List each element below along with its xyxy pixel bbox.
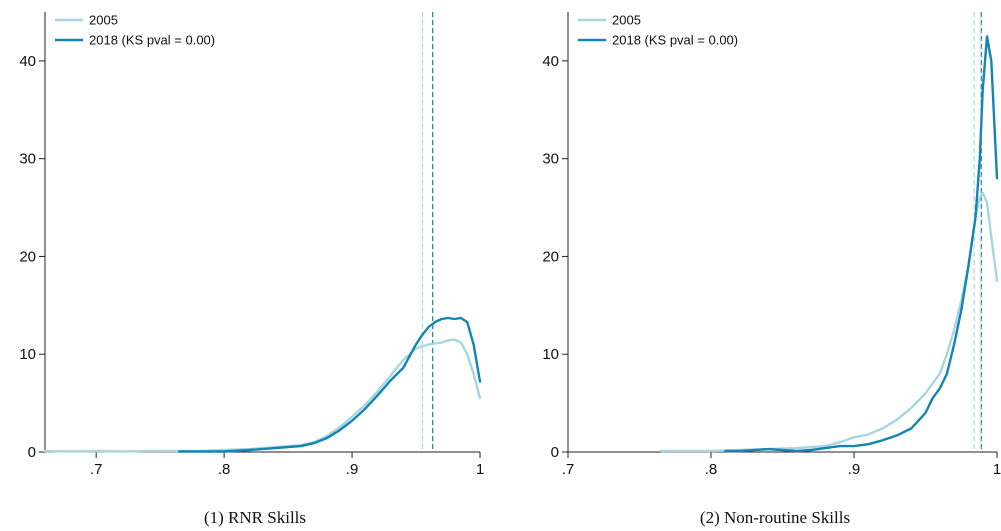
x-tick-label: .9 xyxy=(848,461,861,478)
series-line-2005 xyxy=(43,338,482,453)
caption-non-routine-skills: (2) Non-routine Skills xyxy=(700,508,850,527)
y-tick-label: 10 xyxy=(542,346,559,363)
y-tick-label: 20 xyxy=(542,248,559,265)
y-tick-label: 10 xyxy=(19,346,36,363)
legend-label-2005: 2005 xyxy=(612,13,641,28)
x-tick-label: .8 xyxy=(705,461,718,478)
series-line-2005 xyxy=(659,191,999,453)
x-tick-label: 1 xyxy=(993,461,1001,478)
x-tick-label: .9 xyxy=(346,461,359,478)
panel-non-routine-skills: 0 10 20 30 40 .7 .8 .9 1 2005 2018 (KS pval = 0.00… xyxy=(542,12,1001,527)
series-line-2018-ks-pval-0-00 xyxy=(178,316,482,453)
caption-rnr-skills: (1) RNR Skills xyxy=(204,508,306,527)
legend-label-2018-ks-pval-0-00: 2018 (KS pval = 0.00) xyxy=(612,33,738,48)
panel-rnr-skills: 0 10 20 30 40 .7 .8 .9 1 2005 2018 (KS pval = 0.00… xyxy=(19,12,484,527)
series-line-2018-ks-pval-0-00 xyxy=(724,35,999,453)
legend-label-2018-ks-pval-0-00: 2018 (KS pval = 0.00) xyxy=(89,33,215,48)
y-tick-label: 40 xyxy=(19,53,36,70)
y-tick-label: 0 xyxy=(28,444,36,461)
y-tick-label: 30 xyxy=(542,151,559,168)
y-tick-label: 20 xyxy=(19,248,36,265)
plot-area: 0 10 20 30 40 .7 .8 .9 1 2005 2018 (KS pval = 0.00… xyxy=(542,12,1001,478)
x-tick-label: 1 xyxy=(476,461,484,478)
x-tick-label: .7 xyxy=(90,461,103,478)
plot-area: 0 10 20 30 40 .7 .8 .9 1 2005 2018 (KS pval = 0.00… xyxy=(19,12,484,478)
x-tick-label: .7 xyxy=(562,461,575,478)
y-tick-label: 40 xyxy=(542,53,559,70)
y-tick-label: 0 xyxy=(551,444,559,461)
y-tick-label: 30 xyxy=(19,151,36,168)
legend-label-2005: 2005 xyxy=(89,13,118,28)
x-tick-label: .8 xyxy=(218,461,231,478)
